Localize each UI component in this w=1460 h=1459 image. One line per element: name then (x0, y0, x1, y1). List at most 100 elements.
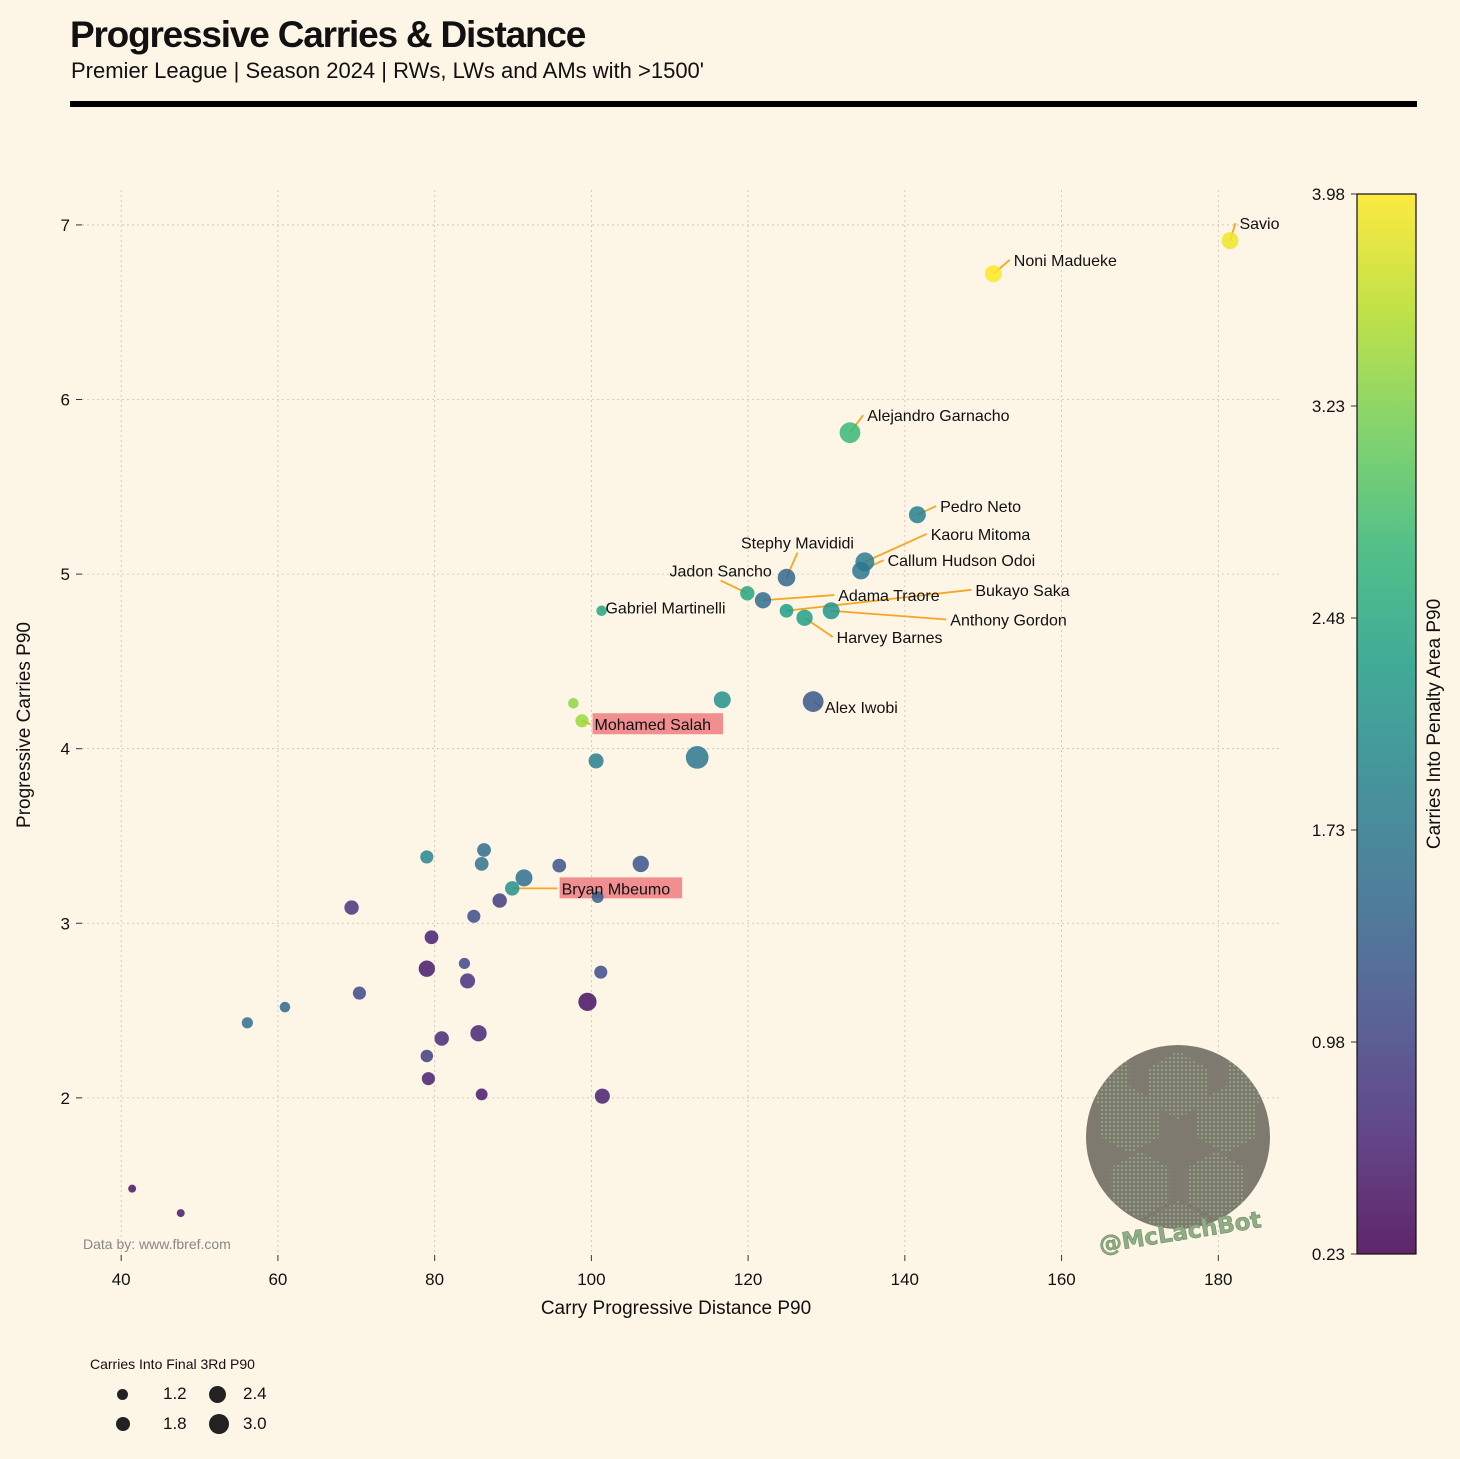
ball-panel (1148, 1051, 1208, 1119)
size-legend: Carries Into Final 3Rd P90 1.2 1.8 2.4 3… (88, 1356, 318, 1446)
y-tick-label: 5 (61, 565, 70, 584)
axes: 40 60 80 100 120 140 160 180 2 3 4 5 6 7 (61, 216, 1233, 1289)
data-point (434, 1031, 449, 1046)
data-point (779, 603, 794, 618)
colorbar-label: Carries Into Penalty Area P90 (1424, 599, 1445, 849)
size-marker-icon (209, 1414, 229, 1434)
annotation-label: Noni Madueke (1014, 253, 1117, 270)
size-legend-value: 3.0 (243, 1414, 267, 1433)
data-point (1221, 232, 1239, 250)
colorbar-tick-label: 3.23 (1312, 397, 1345, 416)
annotation-label: Gabriel Martinelli (605, 600, 725, 617)
y-tick-label: 7 (61, 216, 70, 235)
y-tick-label: 3 (61, 914, 70, 933)
ball-panel (1148, 1201, 1208, 1229)
data-point (740, 586, 755, 601)
x-tick-label: 80 (425, 1270, 444, 1289)
size-marker-icon (116, 1417, 130, 1431)
ball-panel (1196, 1086, 1256, 1154)
data-point (475, 1088, 488, 1101)
data-points (128, 232, 1239, 1218)
size-legend-value: 1.2 (163, 1384, 187, 1403)
annotation-label: Adama Traore (838, 588, 939, 605)
data-point (754, 592, 772, 609)
data-point (477, 843, 491, 857)
chart-subtitle: Premier League | Season 2024 | RWs, LWs … (71, 58, 704, 83)
data-point (588, 753, 604, 769)
colorbar: 0.23 0.98 1.73 2.48 3.23 3.98 (1312, 185, 1417, 1264)
annotation-label: Jadon Sancho (670, 564, 772, 581)
y-axis-label: Progressive Carries P90 (14, 622, 35, 828)
data-point (796, 609, 813, 626)
data-point (802, 691, 824, 712)
x-tick-label: 100 (577, 1270, 605, 1289)
data-point (470, 1025, 487, 1042)
annotation-label: Stephy Mavididi (741, 536, 854, 553)
data-point (822, 602, 840, 620)
data-point (424, 930, 439, 945)
data-point (420, 850, 434, 864)
colorbar-tick-label: 0.23 (1312, 1245, 1345, 1264)
y-tick-label: 6 (61, 391, 70, 410)
data-point (578, 992, 597, 1011)
data-point (128, 1184, 137, 1193)
size-legend-title: Carries Into Final 3Rd P90 (90, 1356, 255, 1372)
annotation-label: Kaoru Mitoma (931, 527, 1031, 544)
data-point (492, 893, 507, 908)
annotation-label: Anthony Gordon (950, 612, 1067, 629)
colorbar-tick-label: 0.98 (1312, 1033, 1345, 1052)
x-axis-label: Carry Progressive Distance P90 (541, 1298, 811, 1319)
x-tick-label: 60 (268, 1270, 287, 1289)
x-tick-label: 120 (734, 1270, 762, 1289)
chart-title: Progressive Carries & Distance (70, 14, 586, 55)
colorbar-tick-label: 3.98 (1312, 185, 1345, 204)
annotation-label: Mohamed Salah (595, 717, 712, 734)
data-point (344, 900, 359, 915)
data-point (984, 265, 1002, 283)
data-point (515, 869, 533, 887)
data-point (594, 1088, 610, 1104)
annotation-label: Bukayo Saka (975, 583, 1069, 600)
size-legend-item: 1.2 (114, 1384, 187, 1404)
data-point (279, 1001, 291, 1013)
colorbar-gradient (1356, 193, 1417, 1255)
x-tick-label: 140 (891, 1270, 919, 1289)
data-point (418, 960, 435, 977)
annotation-label: Bryan Mbeumo (562, 881, 671, 898)
ball-panel (1110, 1151, 1170, 1219)
annotation-line (786, 588, 972, 612)
ball-panel (1100, 1086, 1160, 1154)
colorbar-tick-label: 2.48 (1312, 609, 1345, 628)
data-point (594, 965, 608, 979)
y-tick-label: 4 (61, 740, 70, 759)
data-point (458, 957, 471, 970)
x-tick-label: 40 (112, 1270, 131, 1289)
annotation-label: Savio (1239, 216, 1279, 233)
data-point (839, 422, 861, 444)
data-point (632, 855, 649, 873)
annotation-labels: Savio Noni Madueke Alejandro Garnacho Pedro… (562, 216, 1280, 898)
data-point (575, 714, 589, 728)
y-tick-label: 2 (61, 1089, 70, 1108)
highlight-box (559, 877, 683, 899)
annotation-label: Harvey Barnes (837, 630, 943, 647)
data-point (552, 858, 567, 873)
annotation-label: Callum Hudson Odoi (888, 553, 1036, 570)
data-point (421, 1072, 435, 1086)
data-point (176, 1209, 185, 1218)
size-legend-item: 3.0 (209, 1414, 267, 1434)
data-point (568, 698, 579, 709)
annotation-line (864, 533, 928, 563)
highlight-boxes (559, 713, 724, 899)
title-divider (70, 101, 1417, 107)
ball-panel (1186, 1151, 1246, 1219)
data-credit: Data by: www.fbref.com (83, 1236, 231, 1252)
highlight-box (592, 713, 724, 735)
annotation-line (762, 594, 835, 602)
data-point (352, 986, 366, 1000)
data-point (474, 857, 489, 871)
data-point (596, 605, 607, 617)
annotation-label: Alejandro Garnacho (867, 408, 1009, 425)
colorbar-tick-label: 1.73 (1312, 821, 1345, 840)
